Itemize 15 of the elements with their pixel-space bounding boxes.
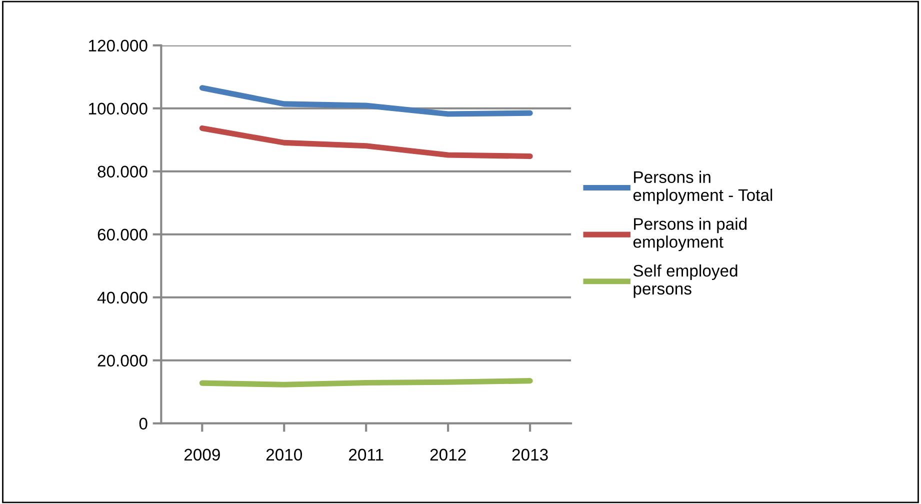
y-tick-label: 100.000 <box>89 102 148 115</box>
legend-label: Self employed persons <box>633 264 738 298</box>
x-tick-label: 2010 <box>266 448 302 461</box>
legend-label: Persons in employment - Total <box>633 170 772 204</box>
x-tick-label: 2009 <box>184 448 220 461</box>
x-tick-label: 2011 <box>349 448 384 461</box>
y-tick-label: 20.000 <box>98 354 148 367</box>
y-tick-label: 0 <box>139 418 148 430</box>
x-tick-label: 2012 <box>430 448 466 461</box>
legend-label: Persons in paid employment <box>633 218 746 252</box>
x-tick-label: 2013 <box>512 448 548 461</box>
y-tick-label: 120.000 <box>89 40 148 52</box>
y-tick-label: 80.000 <box>98 166 148 178</box>
y-tick-label: 40.000 <box>97 292 148 304</box>
y-tick-label: 60.000 <box>98 228 148 241</box>
